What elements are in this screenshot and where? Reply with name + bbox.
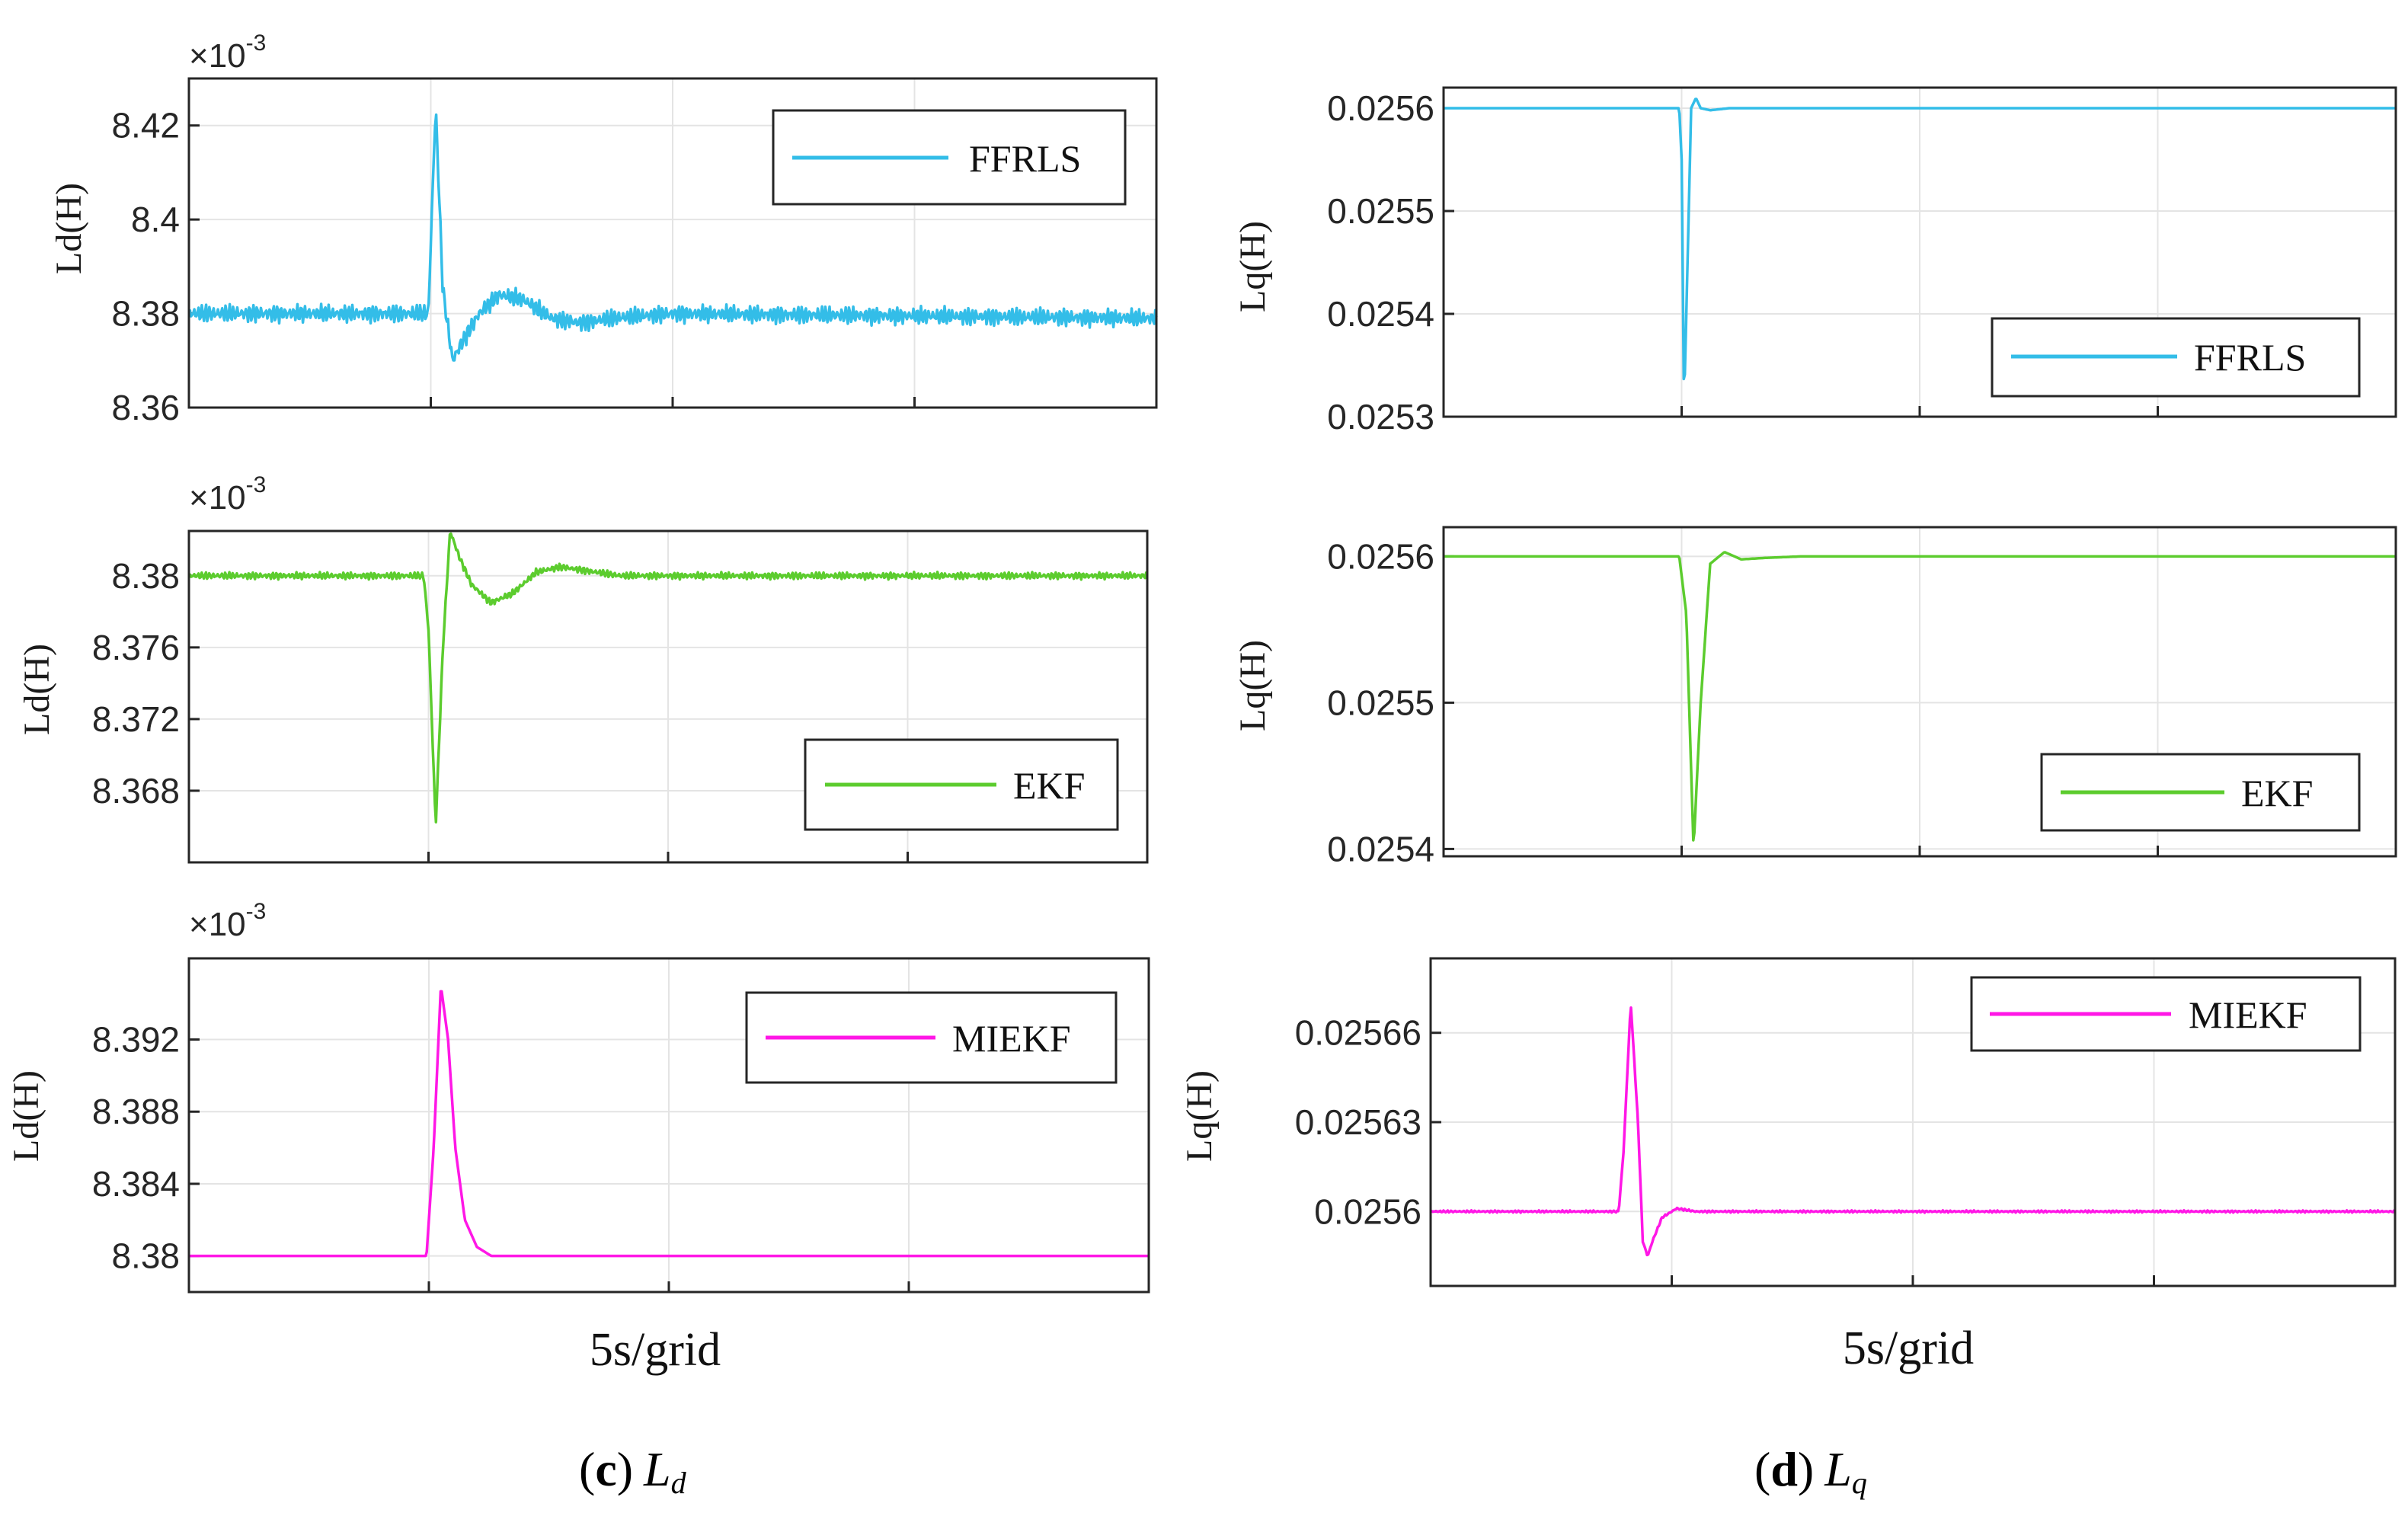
lq-ekf-axes-box [1442,526,2397,858]
ld-ffrls-legend-label: FFRLS [969,137,1081,180]
ld-ekf-ytick-label: 8.38 [111,556,180,596]
lq-miekf-ytick-label: 0.02566 [1295,1013,1421,1053]
ld-miekf-ytick-label: 8.38 [111,1236,180,1276]
ld-ekf-ytick-label: 8.368 [92,771,180,811]
ld-ffrls-legend: FFRLS [772,109,1127,206]
ld-miekf-ytick-label: 8.392 [92,1020,180,1060]
panel-ld-ekf: ×10-3 Ld(H) 8.368 8.372 8.376 8.38 EKF [17,472,1149,864]
lq-ffrls-legend: FFRLS [1991,317,2361,398]
panel-ld-ffrls: ×10-3 Ld(H) 8.36 8.38 8.4 8.42 FFRLS [49,30,1158,427]
ld-ffrls-ytick-label: 8.42 [111,106,180,146]
ld-ffrls-series-line [188,113,1158,362]
ld-miekf-legend-label: MIEKF [952,1017,1071,1060]
ld-ekf-ytick-label: 8.372 [92,699,180,739]
lq-miekf-ylabel: Lq(H) [1179,1070,1220,1162]
lq-miekf-ytick-label: 0.0256 [1314,1191,1421,1231]
ld-ekf-legend: EKF [804,738,1119,831]
panel-lq-ekf: Lq(H) 0.0254 0.0255 0.0256 EKF [1233,526,2397,868]
lq-ffrls-ytick-label: 0.0253 [1327,397,1434,437]
panel-lq-ffrls: Lq(H) 0.0253 0.0254 0.0255 0.0256 FFRLS [1233,86,2397,437]
ld-ekf-axes-box [187,529,1149,864]
ld-ffrls-axes-box [187,77,1158,409]
right-xlabel: 5s/grid [1843,1323,1974,1374]
lq-ekf-ytick-label: 0.0254 [1327,829,1434,868]
lq-ffrls-series-line [1443,98,2397,381]
ld-ffrls-ylabel: Ld(H) [49,183,89,274]
panel-lq-miekf: Lq(H) 0.0256 0.02563 0.02566 MIEKF [1179,957,2397,1287]
left-xlabel: 5s/grid [590,1324,721,1376]
ld-ekf-ytick-label: 8.376 [92,628,180,667]
ld-miekf-ylabel: Ld(H) [6,1070,46,1162]
lq-ekf-ytick-label: 0.0255 [1327,683,1434,722]
ld-miekf-ytick-label: 8.384 [92,1164,180,1204]
ld-miekf-legend: MIEKF [745,991,1118,1084]
ld-miekf-ytick-label: 8.388 [92,1092,180,1131]
lq-ffrls-ytick-label: 0.0254 [1327,294,1434,334]
lq-ffrls-legend-label: FFRLS [2194,336,2306,379]
lq-ffrls-ylabel: Lq(H) [1233,221,1273,312]
caption-right: (d) Lq [1754,1442,1867,1500]
ld-ffrls-ytick-label: 8.38 [111,294,180,334]
ld-ffrls-multiplier: ×10-3 [189,30,266,75]
lq-ekf-series-line [1443,551,2397,842]
lq-miekf-series-line [1430,1006,2397,1257]
lq-ekf-legend-label: EKF [2241,772,2313,814]
ld-ffrls-ytick-label: 8.36 [111,388,180,427]
ld-ekf-ylabel: Ld(H) [17,644,57,735]
lq-ekf-ytick-label: 0.0256 [1327,536,1434,576]
lq-miekf-axes-box [1429,957,2397,1287]
ld-ekf-legend-label: EKF [1013,764,1085,807]
caption-left: (c) Ld [579,1442,687,1500]
lq-miekf-legend-label: MIEKF [2189,993,2307,1036]
ld-ekf-multiplier: ×10-3 [189,472,266,517]
lq-ekf-legend: EKF [2040,753,2361,832]
ld-miekf-axes-box [187,957,1150,1294]
lq-ffrls-axes-box [1442,86,2397,418]
lq-ffrls-ytick-label: 0.0255 [1327,191,1434,231]
lq-miekf-ytick-label: 0.02563 [1295,1102,1421,1142]
lq-ekf-ylabel: Lq(H) [1233,640,1273,731]
ld-miekf-series-line [188,990,1150,1258]
ld-miekf-multiplier: ×10-3 [189,899,266,943]
panel-ld-miekf: ×10-3 Ld(H) 8.38 8.384 8.388 8.392 MIEKF [6,899,1150,1294]
lq-ffrls-ytick-label: 0.0256 [1327,88,1434,128]
ld-ffrls-ytick-label: 8.4 [131,200,180,239]
ld-ekf-series-line [188,532,1149,824]
lq-miekf-legend: MIEKF [1970,976,2362,1052]
